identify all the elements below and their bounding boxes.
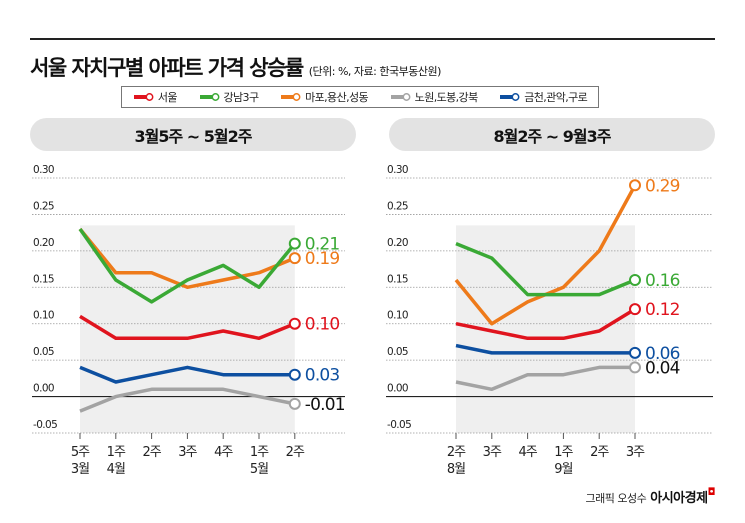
legend-marker-icon <box>133 93 154 101</box>
data-label: 0.21 <box>305 235 340 255</box>
x-tick-label: 1주 <box>554 445 573 460</box>
series-line <box>79 365 295 384</box>
x-tick-label: 4주 <box>214 445 233 460</box>
chart-panel-1: 0.30 0.25 0.20 0.15 0.10 0.05 0.00 -0.05 5주 3월 1주 4… <box>32 164 346 477</box>
y-tick-label: 0.25 <box>387 200 408 212</box>
series-line <box>78 227 297 304</box>
legend-marker-icon <box>281 93 301 101</box>
x-tick-label: 8월 <box>447 462 465 477</box>
end-marker <box>288 397 301 410</box>
x-tick-label: 2주 <box>590 445 609 460</box>
data-label: 0.19 <box>305 249 340 269</box>
x-tick-label: 3월 <box>71 462 89 477</box>
x-tick-label: 3주 <box>626 445 645 460</box>
end-marker <box>288 368 301 381</box>
chart-title: 서울 자치구별 아파트 가격 상승률 (단위: %, 자료: 한국부동산원) <box>30 52 441 82</box>
legend-item: 마포,용산,성동 <box>280 89 369 105</box>
data-label: 0.03 <box>305 366 340 386</box>
legend-label: 금천,관악,구로 <box>524 91 588 104</box>
data-label: 0.12 <box>645 300 680 320</box>
legend-label: 마포,용산,성동 <box>305 91 369 104</box>
legend-label: 서울 <box>157 91 178 104</box>
y-tick-label: -0.05 <box>33 419 57 431</box>
end-marker <box>629 303 641 316</box>
legend-item: 금천,관악,구로 <box>499 89 588 105</box>
y-tick-label: -0.05 <box>387 419 411 431</box>
x-tick-label: 2주 <box>447 445 466 460</box>
y-tick-label: 0.05 <box>33 346 54 358</box>
end-marker <box>629 361 641 374</box>
end-marker <box>629 346 641 359</box>
end-marker <box>629 179 641 192</box>
series-line <box>455 365 635 392</box>
data-label: 0.29 <box>645 176 680 196</box>
top-rule <box>30 38 715 40</box>
y-tick-label: 0.20 <box>33 237 54 249</box>
series-line <box>79 314 296 341</box>
x-tick-label: 5월 <box>250 462 268 477</box>
subtitle: (단위: %, 자료: 한국부동산원) <box>308 65 442 78</box>
x-tick-label: 3주 <box>178 445 197 460</box>
x-tick-label: 4주 <box>518 445 537 460</box>
chart-panel-2: 0.30 0.25 0.20 0.15 0.10 0.05 0.00 -0.05 2주 8월 3주 4… <box>386 164 713 477</box>
legend-item: 노원,도봉,강북 <box>390 89 478 105</box>
right-panel-title: 8월2주 ~ 9월3주 <box>389 118 715 151</box>
legend-item: 강남3구 <box>199 89 259 105</box>
y-tick-label: 0.05 <box>387 346 408 358</box>
legend: 서울 강남3구 마포,용산,성동 노원,도봉,강북 금천,관악,구로 <box>121 86 599 108</box>
series-line <box>455 307 636 341</box>
data-label: 0.04 <box>645 358 680 378</box>
end-marker <box>629 274 641 286</box>
left-panel-title: 3월5주 ~ 5월2주 <box>30 118 356 151</box>
brand-logo: 아시아경제 <box>650 491 708 506</box>
data-label: 0.10 <box>305 315 340 335</box>
y-tick-label: 0.15 <box>387 273 408 285</box>
legend-marker-icon <box>500 93 520 101</box>
end-marker <box>288 317 301 330</box>
legend-item: 서울 <box>133 89 177 105</box>
data-label: 0.06 <box>645 344 680 364</box>
x-tick-label: 4월 <box>107 462 125 477</box>
legend-marker-icon <box>199 93 219 101</box>
credit: 그래픽 오성수 아시아경제◘ <box>585 487 716 506</box>
y-tick-label: 0.00 <box>33 383 54 395</box>
end-marker <box>288 252 301 265</box>
data-label: -0.01 <box>305 395 345 415</box>
series-line <box>455 343 635 355</box>
x-tick-label: 5주 <box>71 445 90 460</box>
legend-label: 강남3구 <box>223 91 260 104</box>
y-tick-label: 0.10 <box>387 310 408 322</box>
x-tick-label: 3주 <box>483 445 502 460</box>
legend-marker-icon <box>390 93 411 101</box>
x-tick-label: 1주 <box>250 445 269 460</box>
plot-shading <box>80 225 295 433</box>
y-tick-label: 0.30 <box>387 164 408 176</box>
series-line <box>78 227 296 290</box>
title-text: 서울 자치구별 아파트 가격 상승률 <box>30 56 304 80</box>
x-tick-label: 2주 <box>286 445 305 460</box>
data-label: 0.16 <box>645 271 680 291</box>
legend-label: 노원,도봉,강북 <box>414 91 479 104</box>
y-tick-label: 0.10 <box>33 310 54 322</box>
x-tick-label: 2주 <box>142 445 161 460</box>
series-line <box>79 387 296 413</box>
end-marker <box>288 237 301 250</box>
y-tick-label: 0.00 <box>387 383 408 395</box>
credit-author: 그래픽 오성수 <box>585 492 647 505</box>
series-line <box>455 241 636 297</box>
x-tick-label: 1주 <box>107 445 126 460</box>
y-tick-label: 0.15 <box>33 273 54 285</box>
brand-mark-icon: ◘ <box>707 487 716 498</box>
y-tick-label: 0.30 <box>33 164 54 176</box>
x-tick-label: 9월 <box>554 462 572 477</box>
y-tick-label: 0.25 <box>33 200 54 212</box>
y-tick-label: 0.20 <box>387 237 408 249</box>
